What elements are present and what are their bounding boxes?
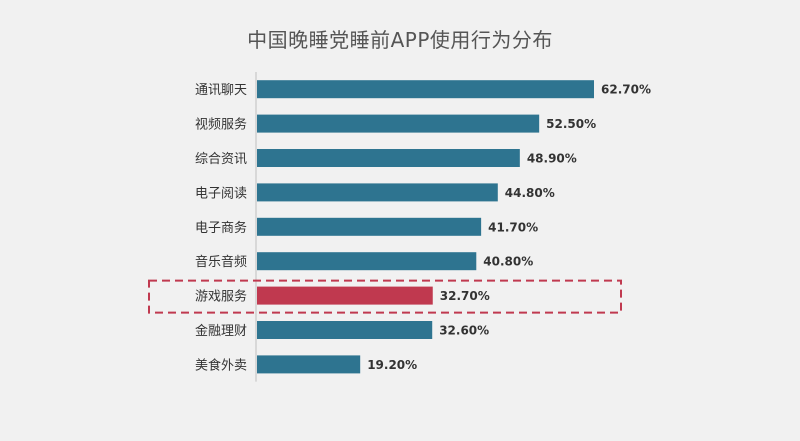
bar	[257, 80, 594, 99]
bar	[257, 183, 498, 202]
highlight-box	[148, 279, 622, 314]
chart-title: 中国晚睡党睡前APP使用行为分布	[247, 28, 553, 52]
category-label: 电子商务	[195, 220, 247, 236]
bar	[257, 321, 433, 339]
value-label: 19.20%	[367, 358, 417, 372]
bar	[257, 114, 540, 133]
category-label: 游戏服务	[195, 289, 247, 305]
category-label: 综合资讯	[195, 152, 247, 167]
bar	[257, 217, 482, 236]
value-label: 52.50%	[546, 117, 596, 131]
value-label: 41.70%	[488, 220, 538, 234]
value-label: 44.80%	[505, 186, 555, 200]
value-label: 32.70%	[440, 289, 490, 303]
category-label: 金融理财	[195, 323, 247, 339]
category-label: 美食外卖	[195, 357, 247, 373]
category-label: 电子阅读	[195, 186, 247, 201]
value-label: 62.70%	[601, 83, 651, 97]
bar	[257, 286, 433, 305]
value-label: 40.80%	[483, 255, 533, 269]
bar	[257, 252, 477, 271]
bar	[257, 355, 361, 374]
value-label: 32.60%	[439, 324, 489, 338]
category-label: 音乐音频	[195, 254, 247, 270]
bar	[257, 149, 520, 167]
value-label: 48.90%	[527, 152, 577, 166]
category-label: 视频服务	[195, 117, 247, 133]
category-label: 通讯聊天	[195, 83, 247, 98]
